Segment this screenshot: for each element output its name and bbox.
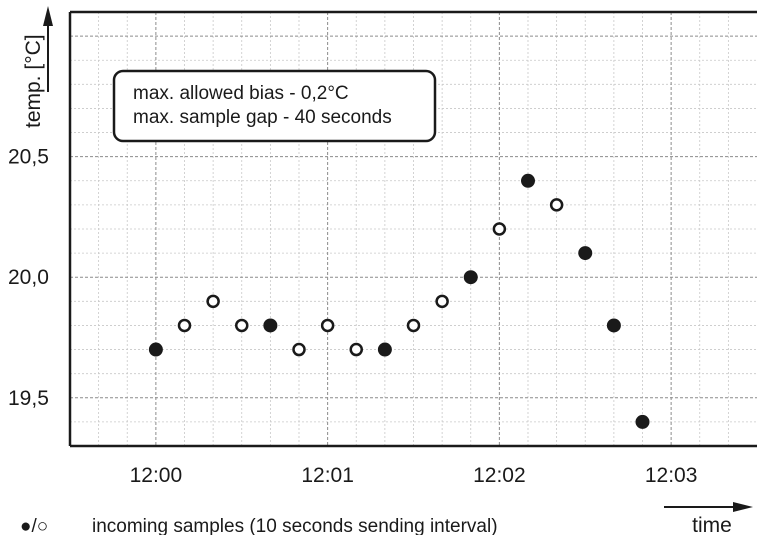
sample-point-filled [263, 318, 278, 333]
sample-point-hollow [349, 342, 363, 357]
sample-point-hollow [435, 294, 449, 309]
sample-point-hollow [235, 318, 249, 333]
y-tick-label: 20,0 [8, 266, 49, 289]
sample-point-hollow [406, 318, 421, 333]
sample-point-hollow [177, 318, 192, 333]
legend-symbols: ●/○ [20, 516, 48, 535]
sample-point-filled [578, 246, 593, 261]
y-tick-label: 19,5 [8, 387, 49, 410]
x-axis-arrow [664, 502, 753, 512]
y-axis-arrow [43, 6, 53, 92]
x-axis-title: time [692, 514, 732, 535]
legend: ●/○ incoming samples (10 seconds sending… [20, 516, 498, 535]
annotation-line-1: max. allowed bias - 0,2°C [133, 83, 349, 104]
sample-point-filled [377, 342, 392, 357]
sample-point-filled [463, 270, 478, 285]
data-points [148, 173, 650, 429]
tick-labels: 12:00 12:01 12:02 12:03 19,5 20,0 20,5 [8, 146, 697, 487]
x-tick-label: 12:03 [645, 464, 698, 487]
sample-point-hollow [320, 318, 335, 333]
y-tick-label: 20,5 [8, 146, 49, 169]
x-tick-label: 12:01 [301, 464, 354, 487]
sample-point-filled [606, 318, 621, 333]
legend-label: incoming samples (10 seconds sending int… [92, 516, 498, 535]
sample-point-hollow [206, 294, 220, 309]
sample-point-filled [635, 414, 650, 429]
sample-point-hollow [492, 222, 507, 236]
sample-point-hollow [292, 342, 306, 357]
sample-point-hollow [549, 198, 564, 212]
sample-point-filled [521, 173, 535, 188]
sample-point-filled [148, 342, 163, 357]
annotation-box: max. allowed bias - 0,2°C max. sample ga… [112, 69, 437, 143]
annotation-line-2: max. sample gap - 40 seconds [133, 107, 392, 128]
x-tick-label: 12:00 [130, 464, 183, 487]
x-tick-label: 12:02 [473, 464, 526, 487]
y-axis-title: temp. [°C] [22, 34, 45, 128]
